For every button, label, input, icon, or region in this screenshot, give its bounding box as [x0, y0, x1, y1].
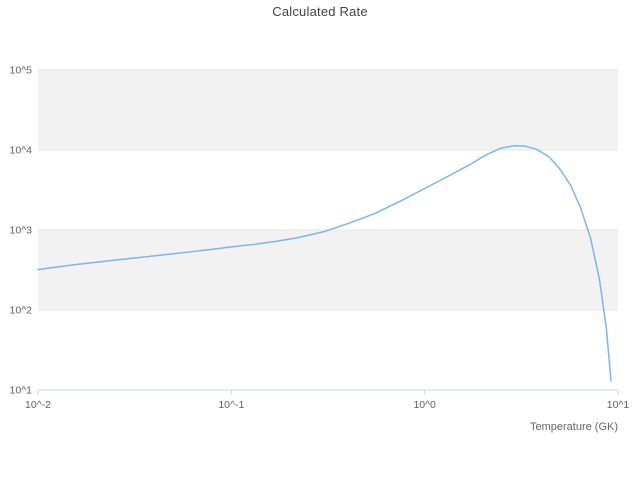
y-tick-label: 10^2: [10, 305, 33, 317]
y-tick-label: 10^1: [10, 385, 33, 397]
chart-title: Calculated Rate: [272, 4, 368, 19]
y-tick-label: 10^5: [10, 65, 33, 77]
x-tick-label: 10^1: [607, 399, 630, 411]
x-tick-label: 10^-2: [25, 399, 51, 411]
alternate-band: [38, 230, 618, 310]
x-tick-label: 10^0: [413, 399, 436, 411]
y-tick-label: 10^3: [10, 225, 33, 237]
y-tick-label: 10^4: [10, 145, 33, 157]
rate-series-line: [37, 145, 612, 382]
x-axis-title: Temperature (GK): [529, 421, 618, 433]
alternate-band: [38, 70, 618, 150]
x-tick-label: 10^-1: [218, 399, 244, 411]
